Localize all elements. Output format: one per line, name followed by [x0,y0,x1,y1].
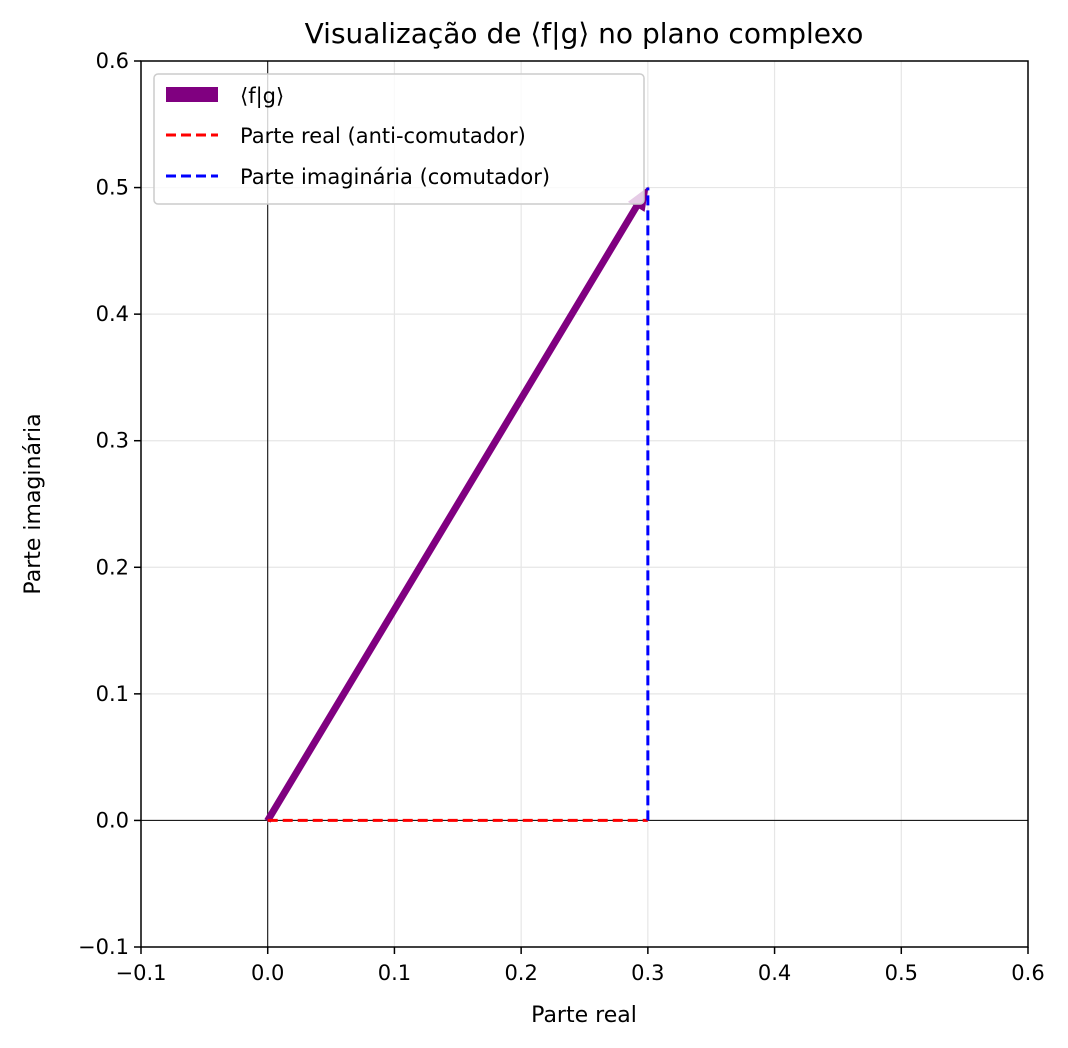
legend-label-real: Parte real (anti-comutador) [240,124,526,148]
x-tick-label: 0.5 [885,961,918,985]
x-tick-label: −0.1 [116,961,167,985]
x-tick-label: 0.0 [251,961,284,985]
legend-label-imag: Parte imaginária (comutador) [240,165,550,189]
x-axis-label: Parte real [531,1003,637,1028]
series-layer [264,186,650,823]
x-tick-label: 0.3 [631,961,664,985]
plot-frame [140,60,1029,948]
y-axis-label: Parte imaginária [21,413,46,594]
x-tick-label: 0.4 [758,961,791,985]
legend: ⟨f|g⟩ Parte real (anti-comutador) Parte … [153,73,645,205]
x-tick-label: 0.1 [378,961,411,985]
y-tick-label: 0.3 [96,429,129,453]
vector-arrow [264,186,649,823]
x-tick-label: 0.2 [504,961,537,985]
chart-title: Visualização de ⟨f|g⟩ no plano complexo [305,17,864,50]
y-tick-label: 0.4 [96,302,129,326]
y-tick-label: 0.2 [96,555,129,579]
y-tick-label: 0.1 [96,682,129,706]
legend-label-arrow: ⟨f|g⟩ [240,84,284,109]
y-tick-label: 0.6 [96,49,129,73]
y-tick-label: 0.5 [96,176,129,200]
legend-box [153,73,645,205]
axis-ticks: −0.1−0.1 0.0 0.0 0.1 0.1 0.2 0.2 0.3 0.3 0.4 0.4 0.… [78,49,1045,985]
y-tick-label: −0.1 [78,935,129,959]
x-tick-label: 0.6 [1011,961,1044,985]
legend-swatch-arrow [166,87,218,102]
y-tick-label: 0.0 [96,808,129,832]
